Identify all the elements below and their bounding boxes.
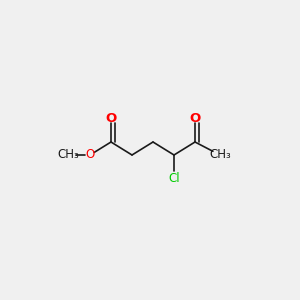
Text: O: O [85,148,94,161]
Text: O: O [105,112,117,124]
Text: CH₃: CH₃ [57,148,79,161]
Text: O: O [189,112,201,124]
Text: CH₃: CH₃ [209,148,231,161]
Text: Cl: Cl [168,172,180,184]
